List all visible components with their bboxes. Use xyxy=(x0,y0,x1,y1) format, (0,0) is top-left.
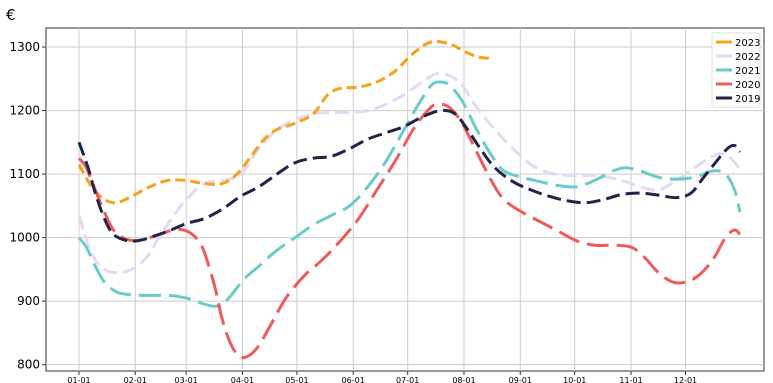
legend-entry-2020: 2020 xyxy=(735,80,760,91)
x-tick-label: 06-01 xyxy=(342,376,365,383)
series-line-2020 xyxy=(77,102,742,360)
x-tick-label: 05-01 xyxy=(285,376,308,383)
x-tick-label: 12-01 xyxy=(674,376,697,383)
y-tick-label: 1300 xyxy=(9,40,40,54)
series-lines xyxy=(77,39,742,360)
y-axis: 800 900 1000 1100 1200 1300 xyxy=(9,40,46,372)
x-tick-label: 03-01 xyxy=(175,376,198,383)
y-tick-label: 800 xyxy=(17,358,40,372)
y-tick-label: 900 xyxy=(17,294,40,308)
y-tick-label: 1000 xyxy=(9,231,40,245)
legend: 2023 2022 2021 2020 2019 xyxy=(711,32,761,108)
legend-entry-2021: 2021 xyxy=(735,66,760,77)
x-tick-label: 01-01 xyxy=(67,376,90,383)
legend-entry-2019: 2019 xyxy=(735,94,760,105)
legend-entry-2022: 2022 xyxy=(735,52,760,63)
x-tick-label: 08-01 xyxy=(452,376,475,383)
legend-box xyxy=(711,32,761,108)
y-tick-label: 1100 xyxy=(9,167,40,181)
x-tick-label: 07-01 xyxy=(396,376,419,383)
y-tick-label: 1200 xyxy=(9,104,40,118)
series-line-2021 xyxy=(77,80,742,308)
series-line-2023 xyxy=(77,39,492,205)
x-tick-label: 04-01 xyxy=(231,376,254,383)
series-line-2022 xyxy=(77,71,742,275)
x-axis: 01-01 02-01 03-01 04-01 05-01 06-01 07-01 08-01… xyxy=(67,371,697,383)
series-line-2019 xyxy=(77,108,742,243)
y-axis-label: € xyxy=(6,6,16,24)
legend-entry-2023: 2023 xyxy=(735,38,760,49)
x-tick-label: 10-01 xyxy=(563,376,586,383)
x-tick-label: 09-01 xyxy=(509,376,532,383)
x-tick-label: 11-01 xyxy=(619,376,642,383)
x-tick-label: 02-01 xyxy=(124,376,147,383)
grid-lines xyxy=(46,28,764,371)
plot-area xyxy=(45,27,765,372)
